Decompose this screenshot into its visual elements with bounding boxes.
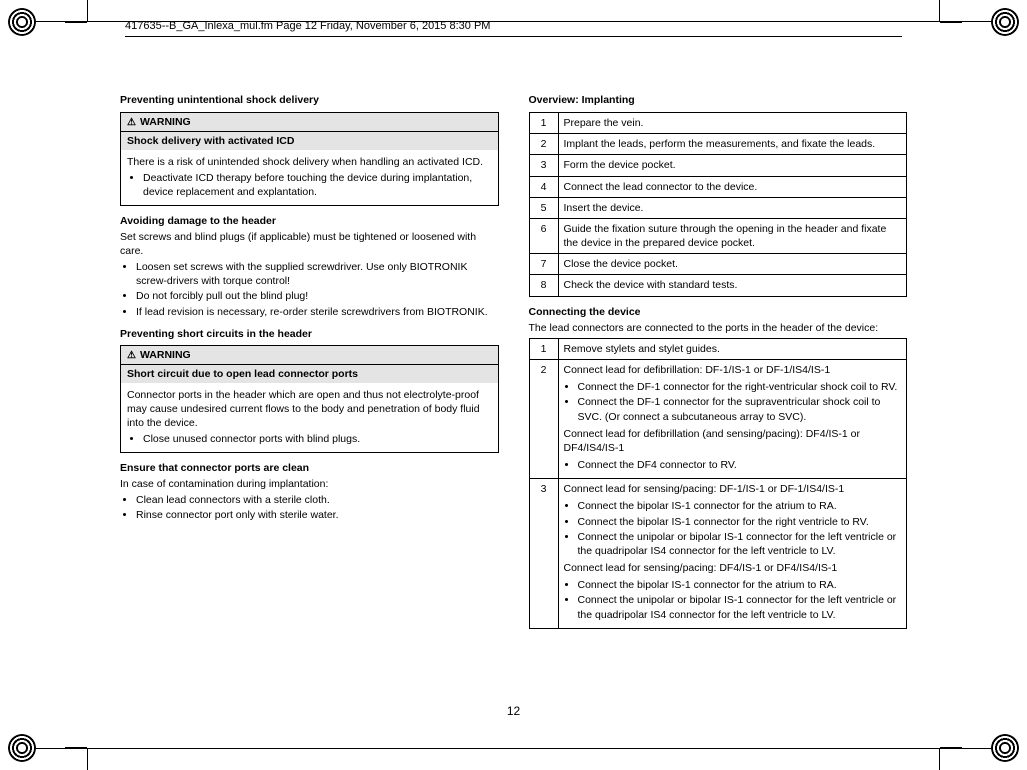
section-heading: Overview: Implanting <box>529 94 908 106</box>
warning-subheading: Shock delivery with activated ICD <box>121 132 498 150</box>
step-number: 4 <box>529 176 558 197</box>
warning-body: Connector ports in the header which are … <box>121 383 498 452</box>
table-row: 2 Connect lead for defibrillation: DF-1/… <box>529 360 907 479</box>
table-row: 1 Remove stylets and stylet guides. <box>529 338 907 359</box>
warning-label: WARNING <box>140 349 191 361</box>
step-cell: Connect lead for sensing/pacing: DF-1/IS… <box>558 479 907 629</box>
crop-mark <box>939 0 940 22</box>
step-text: Connect lead for sensing/pacing: DF-1/IS… <box>564 483 845 495</box>
list-item: Loosen set screws with the supplied scre… <box>136 260 499 288</box>
step-number: 2 <box>529 360 558 479</box>
body-text: In case of contamination during implanta… <box>120 477 499 491</box>
implanting-steps-table: 1Prepare the vein.2Implant the leads, pe… <box>529 112 908 297</box>
right-column: Overview: Implanting 1Prepare the vein.2… <box>529 94 908 710</box>
body-text: The lead connectors are connected to the… <box>529 321 908 335</box>
crop-mark <box>65 22 87 23</box>
step-number: 7 <box>529 254 558 275</box>
crop-mark <box>940 747 962 748</box>
warning-label: WARNING <box>140 116 191 128</box>
table-row: 7Close the device pocket. <box>529 254 907 275</box>
register-mark-icon <box>991 8 1019 36</box>
section-heading: Avoiding damage to the header <box>120 214 499 228</box>
warning-body: There is a risk of unintended shock deli… <box>121 150 498 205</box>
section-heading: Connecting the device <box>529 305 908 319</box>
register-mark-icon <box>8 8 36 36</box>
list-item: Connect the bipolar IS-1 connector for t… <box>578 499 902 513</box>
step-text: Form the device pocket. <box>558 155 907 176</box>
connecting-table: 1 Remove stylets and stylet guides. 2 Co… <box>529 338 908 629</box>
step-text: Connect lead for defibrillation: DF-1/IS… <box>564 364 831 376</box>
table-row: 3 Connect lead for sensing/pacing: DF-1/… <box>529 479 907 629</box>
pdf-header: 417635--B_GA_Inlexa_mul.fm Page 12 Frida… <box>125 20 490 32</box>
warning-bullet: Close unused connector ports with blind … <box>143 432 492 446</box>
register-mark-icon <box>8 734 36 762</box>
table-row: 6Guide the fixation suture through the o… <box>529 218 907 253</box>
step-text: Implant the leads, perform the measureme… <box>558 134 907 155</box>
crop-mark <box>939 748 940 770</box>
left-column: Preventing unintentional shock delivery … <box>120 94 499 710</box>
step-number: 6 <box>529 218 558 253</box>
table-row: 4Connect the lead connector to the devic… <box>529 176 907 197</box>
list-item: Connect the bipolar IS-1 connector for t… <box>578 515 902 529</box>
step-text: Connect lead for sensing/pacing: DF4/IS-… <box>564 562 838 574</box>
step-cell: Connect lead for defibrillation: DF-1/IS… <box>558 360 907 479</box>
table-row: 5Insert the device. <box>529 197 907 218</box>
warning-text: There is a risk of unintended shock deli… <box>127 155 492 169</box>
step-text: Insert the device. <box>558 197 907 218</box>
table-row: 8Check the device with standard tests. <box>529 275 907 296</box>
warning-bullet: Deactivate ICD therapy before touching t… <box>143 171 492 199</box>
list-item: Do not forcibly pull out the blind plug! <box>136 289 499 303</box>
warning-icon: ⚠ <box>127 117 136 128</box>
section-heading: Ensure that connector ports are clean <box>120 461 499 475</box>
list-item: Connect the DF-1 connector for the right… <box>578 380 902 394</box>
body-text: Set screws and blind plugs (if applicabl… <box>120 230 499 258</box>
step-number: 5 <box>529 197 558 218</box>
step-number: 8 <box>529 275 558 296</box>
list-item: Connect the unipolar or bipolar IS-1 con… <box>578 530 902 558</box>
step-text: Remove stylets and stylet guides. <box>558 338 907 359</box>
step-text: Connect lead for defibrillation (and sen… <box>564 428 861 454</box>
warning-text: Connector ports in the header which are … <box>127 388 492 431</box>
section-heading: Preventing unintentional shock delivery <box>120 94 499 106</box>
step-number: 1 <box>529 113 558 134</box>
step-number: 3 <box>529 155 558 176</box>
step-number: 1 <box>529 338 558 359</box>
list-item: Connect the bipolar IS-1 connector for t… <box>578 578 902 592</box>
page-number: 12 <box>0 704 1027 718</box>
list-item: Connect the DF4 connector to RV. <box>578 458 902 472</box>
table-row: 1Prepare the vein. <box>529 113 907 134</box>
crop-mark <box>87 0 88 22</box>
table-row: 2Implant the leads, perform the measurem… <box>529 134 907 155</box>
warning-subheading: Short circuit due to open lead connector… <box>121 365 498 383</box>
warning-box: ⚠ WARNING Shock delivery with activated I… <box>120 112 499 206</box>
list-item: Connect the unipolar or bipolar IS-1 con… <box>578 593 902 621</box>
warning-title: ⚠ WARNING <box>121 346 498 365</box>
section-heading: Preventing short circuits in the header <box>120 327 499 341</box>
warning-icon: ⚠ <box>127 350 136 361</box>
list-item: Connect the DF-1 connector for the supra… <box>578 395 902 423</box>
step-number: 3 <box>529 479 558 629</box>
list-item: If lead revision is necessary, re-order … <box>136 305 499 319</box>
warning-title: ⚠ WARNING <box>121 113 498 132</box>
crop-mark <box>87 748 88 770</box>
warning-box: ⚠ WARNING Short circuit due to open lead … <box>120 345 499 453</box>
step-text: Close the device pocket. <box>558 254 907 275</box>
step-text: Connect the lead connector to the device… <box>558 176 907 197</box>
step-text: Check the device with standard tests. <box>558 275 907 296</box>
list-item: Clean lead connectors with a sterile clo… <box>136 493 499 507</box>
step-number: 2 <box>529 134 558 155</box>
step-text: Prepare the vein. <box>558 113 907 134</box>
table-row: 3Form the device pocket. <box>529 155 907 176</box>
rule <box>36 748 991 749</box>
register-mark-icon <box>991 734 1019 762</box>
crop-mark <box>940 22 962 23</box>
list-item: Rinse connector port only with sterile w… <box>136 508 499 522</box>
step-text: Guide the fixation suture through the op… <box>558 218 907 253</box>
page: 417635--B_GA_Inlexa_mul.fm Page 12 Frida… <box>0 0 1027 770</box>
header-rule <box>125 36 902 37</box>
crop-mark <box>65 747 87 748</box>
content-area: Preventing unintentional shock delivery … <box>120 94 907 710</box>
